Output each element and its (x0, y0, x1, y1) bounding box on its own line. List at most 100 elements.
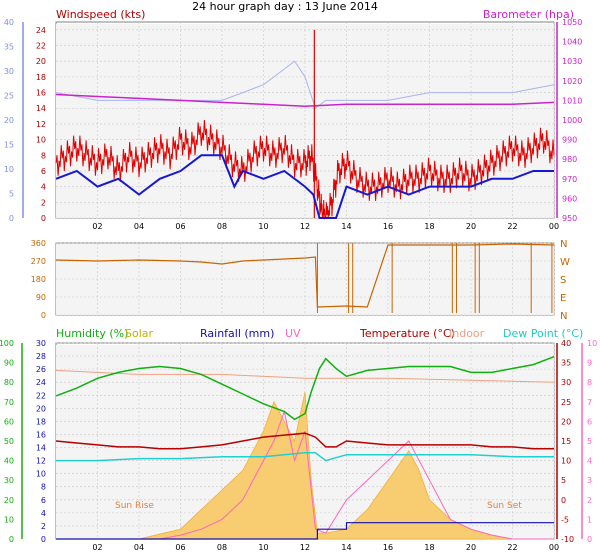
rainfall-tick-label: 0 (41, 535, 46, 544)
humidity-tick-label: 70 (4, 398, 14, 407)
uv-tick-label: 1 (587, 515, 592, 524)
gust-tick-label: 30 (4, 67, 14, 76)
indoor-label: Indoor (449, 327, 485, 340)
humidity-tick-label: 10 (4, 515, 14, 524)
x-tick-label: 16 (383, 222, 393, 231)
humidity-line (55, 355, 555, 421)
temperature-tick-label: 40 (561, 339, 571, 348)
wind-barometer-panel: Windspeed (kts) Barometer (hpa) 02 04 06 08… (4, 8, 583, 231)
compass-label: S (560, 275, 566, 286)
humidity-tick-label: 20 (4, 496, 14, 505)
rainfall-tick-label: 20 (36, 404, 46, 413)
sunrise-annotation: Sun Rise (115, 501, 154, 511)
temperature-tick-label: 35 (561, 359, 571, 368)
x-tick-label: 18 (424, 222, 434, 231)
direction-tick-label: 90 (36, 293, 46, 302)
dewpoint-label: Dew Point (°C) (503, 327, 583, 340)
windspeed-tick-label: 22 (36, 42, 46, 51)
uv-tick-label: 10 (587, 339, 597, 348)
rainfall-tick-label: 26 (36, 365, 46, 374)
rainfall-tick-label: 30 (36, 339, 46, 348)
uv-tick-label: 0 (587, 535, 592, 544)
temperature-tick-label: 30 (561, 378, 571, 387)
gust-tick-label: 35 (4, 43, 14, 52)
windspeed-tick-label: 6 (41, 167, 46, 176)
gust-tick-label: 0 (9, 214, 14, 223)
gust-tick-label: 5 (9, 190, 14, 199)
rainfall-line (56, 522, 554, 540)
humidity-label: Humidity (%) (56, 327, 128, 340)
windspeed-tick-label: 2 (41, 198, 46, 207)
uv-tick-label: 5 (587, 437, 592, 446)
x-tick-label: 02 (92, 222, 102, 231)
barometer-tick-label: 1020 (562, 77, 582, 86)
uv-tick-label: 6 (587, 417, 592, 426)
x-tick-label: 18 (424, 543, 434, 552)
uv-tick-label: 8 (587, 378, 592, 387)
windspeed-tick-label: 4 (41, 183, 46, 192)
windspeed-tick-label: 14 (36, 104, 46, 113)
rainfall-tick-label: 16 (36, 430, 46, 439)
barometer-tick-label: 970 (562, 175, 577, 184)
dewpoint-line (56, 452, 554, 462)
gust-tick-label: 25 (4, 92, 14, 101)
compass-label: N (560, 239, 567, 250)
x-tick-label: 22 (507, 222, 517, 231)
gust-tick-label: 40 (4, 18, 14, 27)
x-tick-label: 10 (258, 222, 268, 231)
temperature-tick-label: 10 (561, 457, 571, 466)
rainfall-tick-label: 4 (41, 509, 46, 518)
direction-tick-label: 0 (41, 311, 46, 320)
rainfall-tick-label: 10 (36, 470, 46, 479)
x-tick-label: 12 (300, 543, 310, 552)
rainfall-label: Rainfall (mm) (200, 327, 274, 340)
x-tick-label: 10 (258, 543, 268, 552)
rainfall-tick-label: 22 (36, 391, 46, 400)
uv-label: UV (285, 327, 301, 340)
compass-label: E (560, 293, 566, 304)
direction-tick-label: 360 (31, 239, 46, 248)
humidity-tick-label: 30 (4, 476, 14, 485)
humidity-tick-label: 90 (4, 359, 14, 368)
barometer-tick-label: 1040 (562, 38, 582, 47)
rainfall-tick-label: 12 (36, 457, 46, 466)
barometer-tick-label: 960 (562, 194, 577, 203)
x-tick-label: 08 (217, 543, 227, 552)
windspeed-tick-label: 8 (41, 151, 46, 160)
rainfall-tick-label: 8 (41, 483, 46, 492)
wind-direction-line (55, 243, 555, 308)
x-tick-label: 04 (134, 543, 144, 552)
barometer-tick-label: 980 (562, 155, 577, 164)
gust-tick-label: 10 (4, 165, 14, 174)
windspeed-tick-label: 18 (36, 73, 46, 82)
windspeed-tick-label: 12 (36, 120, 46, 129)
humidity-temperature-panel: Humidity (%) Solar Rainfall (mm) UV Temp… (0, 327, 597, 552)
gust-tick-label: 20 (4, 116, 14, 125)
uv-tick-label: 4 (587, 457, 592, 466)
temperature-tick-label: 5 (561, 476, 566, 485)
x-tick-label: 20 (466, 222, 476, 231)
sunset-annotation: Sun Set (487, 501, 522, 511)
windspeed-tick-label: 16 (36, 89, 46, 98)
uv-line (56, 409, 554, 540)
rainfall-tick-label: 18 (36, 417, 46, 426)
barometer-label: Barometer (hpa) (483, 8, 574, 21)
x-tick-label: 06 (175, 543, 185, 552)
indoor-line (55, 369, 555, 383)
rainfall-tick-label: 14 (36, 444, 46, 453)
temperature-tick-label: 20 (561, 417, 571, 426)
barometer-tick-label: 1050 (562, 18, 582, 27)
rainfall-tick-label: 28 (36, 352, 46, 361)
humidity-tick-label: 100 (0, 339, 14, 348)
humidity-tick-label: 40 (4, 457, 14, 466)
x-tick-label: 14 (341, 222, 351, 231)
compass-label: N (560, 311, 567, 322)
rainfall-tick-label: 6 (41, 496, 46, 505)
x-tick-label: 14 (341, 543, 351, 552)
x-tick-label: 08 (217, 222, 227, 231)
barometer-tick-label: 1000 (562, 116, 582, 125)
x-tick-label: 22 (507, 543, 517, 552)
